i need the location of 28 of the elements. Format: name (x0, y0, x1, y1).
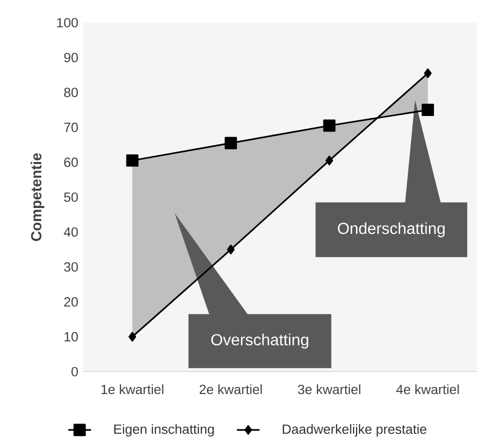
y-tick-label: 10 (64, 332, 78, 342)
y-tick-label: 30 (64, 262, 78, 272)
x-tick-label: 1e kwartiel (101, 384, 164, 394)
y-tick-label: 50 (64, 192, 78, 202)
x-tick-label: 3e kwartiel (298, 384, 360, 394)
point (126, 154, 138, 167)
y-axis-title: Competentie (30, 153, 44, 241)
y-tick-label: 80 (64, 88, 78, 98)
point (422, 104, 434, 116)
y-tick-label: 40 (64, 227, 78, 237)
x-tick-label: 4e kwartiel (396, 384, 459, 394)
point (224, 136, 237, 150)
legend-label: Eigen inschatting (114, 424, 214, 437)
legend-label: Daadwerkelijke prestatie (282, 424, 426, 437)
y-tick-label: 60 (64, 158, 78, 167)
y-tick-label: 70 (64, 122, 78, 132)
point (128, 332, 136, 342)
y-tick-label: 100 (57, 18, 78, 28)
annotation: Overschatting (211, 334, 308, 349)
point (323, 119, 336, 132)
y-tick-label: 90 (64, 52, 78, 62)
point (424, 68, 432, 78)
annotation: Onderschatting (338, 222, 445, 238)
x-tick-label: 2e kwartiel (200, 384, 262, 394)
point (227, 244, 235, 254)
point (326, 156, 334, 166)
y-tick-label: 0 (71, 366, 78, 376)
y-tick-label: 20 (64, 297, 78, 307)
